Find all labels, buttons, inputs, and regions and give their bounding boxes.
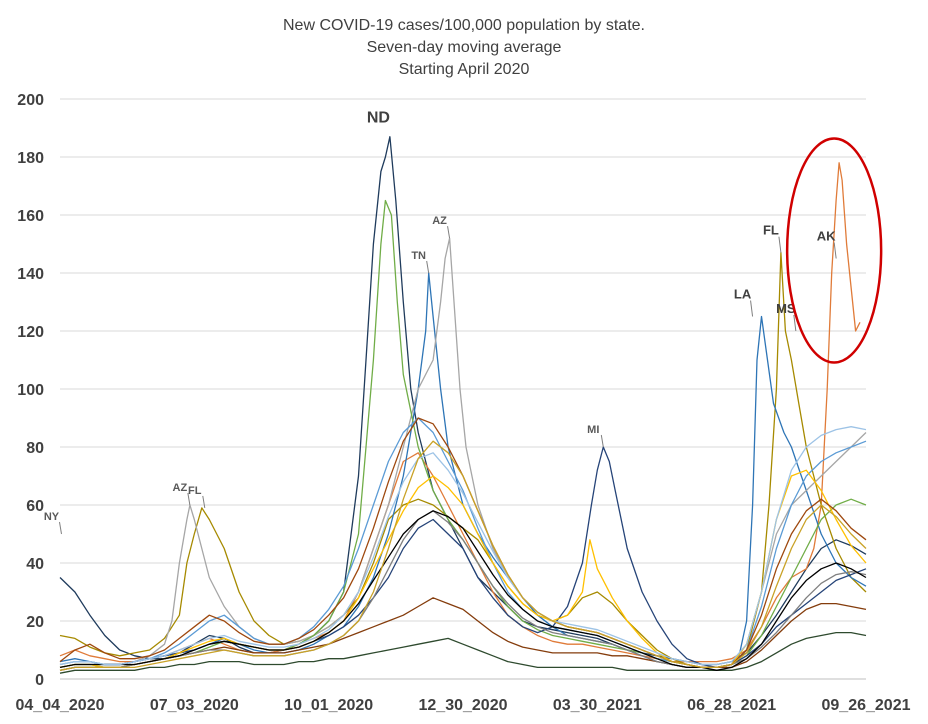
annotation-leader-la	[750, 300, 754, 317]
y-tick-label: 180	[17, 150, 44, 167]
x-tick-label: 09_26_2021	[822, 697, 911, 714]
series-line-6	[59, 199, 867, 669]
annotation-mi: MI	[587, 424, 599, 436]
y-tick-label: 160	[17, 208, 44, 225]
annotation-leader-az	[187, 492, 191, 506]
annotation-ak: AK	[817, 229, 836, 244]
annotation-leader-az	[447, 226, 451, 239]
x-tick-label: 06_28_2021	[687, 697, 776, 714]
highlight-ellipse	[785, 137, 883, 364]
annotation-leader-ms	[793, 314, 797, 332]
annotation-leader-mi	[600, 434, 604, 448]
annotation-leader-tn	[426, 260, 430, 274]
x-tick-labels: 04_04_2020 07_03_2020 10_01_2020 12_30_2020…	[16, 697, 911, 714]
annotation-fl: FL	[188, 485, 202, 497]
annotation-la: LA	[734, 287, 752, 302]
annotation-leader-ak	[833, 242, 837, 259]
chart-title-line-1: New COVID-19 cases/100,000 population by…	[283, 17, 645, 34]
annotation-leader-ny	[58, 521, 62, 535]
series-line-1	[59, 136, 867, 666]
annotation-nd: ND	[367, 110, 390, 127]
annotation-fl: FL	[763, 223, 779, 238]
series-lines	[59, 136, 867, 674]
series-line-15	[59, 426, 867, 666]
y-tick-labels: 0 20 40 60 80 100 120 140 160 180 200	[17, 92, 44, 689]
series-line-16	[59, 440, 867, 671]
y-tick-label: 0	[35, 672, 44, 689]
chart-title-line-2: Seven-day moving average	[367, 39, 562, 56]
x-tick-label: 04_04_2020	[16, 697, 105, 714]
y-tick-label: 20	[26, 614, 44, 631]
y-tick-label: 140	[17, 266, 44, 283]
y-tick-label: 40	[26, 556, 44, 573]
series-line-10	[59, 631, 867, 674]
gridlines	[60, 98, 866, 680]
y-tick-label: 120	[17, 324, 44, 341]
highlight-ellipse-ak	[785, 137, 883, 364]
x-tick-label: 10_01_2020	[284, 697, 373, 714]
annotation-leader-fl	[778, 236, 782, 253]
series-line-14	[59, 510, 867, 671]
series-line-3	[59, 252, 867, 669]
chart-title: New COVID-19 cases/100,000 population by…	[283, 17, 645, 78]
y-tick-label: 100	[17, 382, 44, 399]
annotation-az: AZ	[432, 215, 447, 227]
y-tick-label: 60	[26, 498, 44, 515]
y-tick-label: 80	[26, 440, 44, 457]
annotation-ny: NY	[44, 511, 60, 523]
annotation-ms: MS	[776, 301, 796, 316]
annotation-leader-fl	[202, 495, 206, 508]
x-tick-label: 12_30_2020	[419, 697, 508, 714]
y-tick-label: 200	[17, 92, 44, 109]
x-tick-label: 07_03_2020	[150, 697, 239, 714]
chart-title-line-3: Starting April 2020	[399, 61, 530, 78]
x-tick-label: 03_30_2021	[553, 697, 642, 714]
annotation-az: AZ	[173, 482, 188, 494]
series-line-2	[59, 162, 861, 663]
annotation-tn: TN	[411, 250, 426, 262]
